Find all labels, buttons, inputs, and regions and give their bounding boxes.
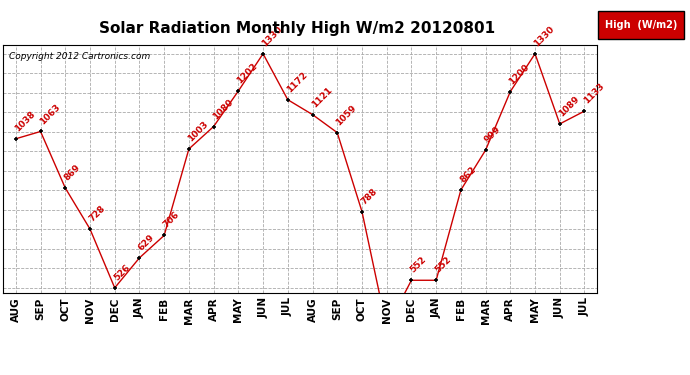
- Text: 552: 552: [433, 255, 453, 275]
- Point: [406, 277, 417, 283]
- Text: 1172: 1172: [285, 70, 309, 94]
- Point: [35, 129, 46, 135]
- Text: 1063: 1063: [38, 102, 61, 126]
- Point: [357, 209, 368, 214]
- Text: 999: 999: [483, 124, 503, 144]
- Text: Solar Radiation Monthly High W/m2 20120801: Solar Radiation Monthly High W/m2 201208…: [99, 21, 495, 36]
- Text: 862: 862: [458, 165, 477, 184]
- Point: [529, 51, 540, 57]
- Text: 552: 552: [408, 255, 428, 275]
- Text: High  (W/m2): High (W/m2): [605, 20, 678, 30]
- Text: 788: 788: [359, 186, 379, 206]
- Text: 1003: 1003: [186, 120, 210, 143]
- Point: [307, 112, 318, 118]
- Text: 1089: 1089: [557, 94, 581, 118]
- Point: [257, 51, 268, 57]
- Point: [282, 97, 293, 103]
- Point: [184, 146, 195, 152]
- Text: 389: 389: [0, 374, 1, 375]
- Text: Copyright 2012 Cartronics.com: Copyright 2012 Cartronics.com: [10, 53, 150, 62]
- Text: 706: 706: [161, 210, 181, 230]
- Point: [455, 187, 466, 193]
- Point: [381, 325, 392, 331]
- Point: [159, 232, 170, 238]
- Text: 869: 869: [63, 163, 82, 182]
- Point: [233, 88, 244, 94]
- Text: 1080: 1080: [211, 97, 235, 121]
- Text: 1038: 1038: [13, 109, 37, 133]
- Point: [505, 88, 516, 94]
- Point: [60, 185, 71, 191]
- Point: [208, 123, 219, 129]
- Text: 1202: 1202: [235, 62, 259, 86]
- Text: 629: 629: [137, 232, 157, 252]
- Point: [10, 136, 21, 142]
- Point: [109, 285, 120, 291]
- Text: 1330: 1330: [532, 24, 556, 48]
- Text: 1133: 1133: [582, 81, 606, 105]
- Point: [134, 255, 145, 261]
- Text: 1200: 1200: [508, 62, 531, 86]
- Text: 1330: 1330: [260, 24, 284, 48]
- Text: 526: 526: [112, 262, 132, 282]
- Point: [431, 277, 442, 283]
- Point: [554, 121, 565, 127]
- Text: 728: 728: [87, 204, 107, 224]
- Point: [332, 130, 343, 136]
- Point: [480, 147, 491, 153]
- Text: 1121: 1121: [310, 85, 334, 109]
- Point: [579, 108, 590, 114]
- Text: 1059: 1059: [335, 103, 359, 127]
- Point: [84, 226, 95, 232]
